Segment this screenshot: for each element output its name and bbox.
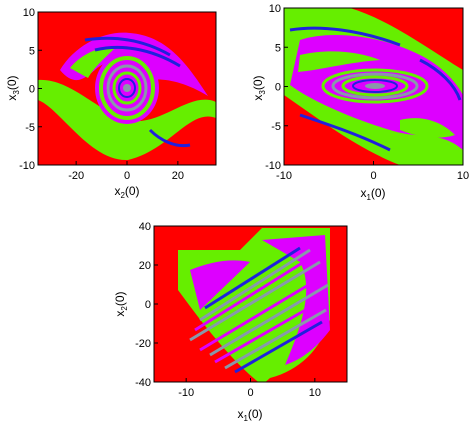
panel-a-spiral-core [95, 52, 159, 124]
panel-b-xtick-label: 10 [457, 170, 469, 182]
panel-c-ylabel: x2(0) [113, 291, 129, 316]
panel-b-green-inner [298, 51, 455, 138]
panel-c-xtick-label: 10 [309, 387, 321, 399]
panel-b-ylabel: x3(0) [251, 75, 267, 100]
panel-b-xtick-label: 0 [370, 170, 376, 182]
panel-c: -10 0 10 -40 -20 0 20 40 x1(0) x2(0) [113, 221, 348, 423]
panel-b-ytick-label: -10 [265, 160, 281, 172]
panel-b: -10 0 10 -10 -5 0 5 10 x1(0) x3(0) [251, 3, 469, 202]
panel-a-ytick-label: 10 [23, 7, 35, 19]
panel-a-ytick-label: 5 [29, 45, 35, 57]
panel-a-xtick-label: 0 [124, 170, 130, 182]
panel-b-ticks: -10 0 10 -10 -5 0 5 10 [265, 3, 469, 182]
panel-c-magenta-left [190, 260, 250, 310]
panel-b-xlabel: x1(0) [360, 186, 385, 202]
panel-a-xtick-label: -20 [68, 170, 84, 182]
panel-b-xtick-label: -10 [276, 170, 292, 182]
panel-c-ticks: -10 0 10 -40 -20 0 20 40 [135, 221, 321, 399]
panel-c-plot-area [154, 226, 347, 382]
panel-c-ytick-label: 20 [139, 260, 151, 272]
panel-a-blue-streaks [84, 36, 191, 148]
panel-c-xtick-label: -10 [178, 387, 194, 399]
panel-c-ytick-label: 0 [145, 299, 151, 311]
panel-b-blue-streaks [289, 26, 462, 152]
panel-c-ytick-label: -40 [135, 377, 151, 389]
panel-c-xtick-label: 0 [247, 387, 253, 399]
panel-a-ylabel: x3(0) [5, 75, 21, 100]
panel-c-ytick-label: 40 [139, 221, 151, 233]
panel-a-xlabel: x2(0) [114, 184, 139, 200]
panel-a-ytick-label: -5 [25, 122, 35, 134]
panel-c-xlabel: x1(0) [237, 407, 262, 423]
panel-b-ytick-label: 5 [275, 42, 281, 54]
panel-a-ytick-label: -10 [19, 160, 35, 172]
panel-c-stripes [189, 246, 329, 374]
panel-b-ytick-label: -5 [271, 121, 281, 133]
panel-a-xtick-label: 20 [172, 170, 184, 182]
panel-a-plot-area [38, 12, 216, 165]
panel-a-green-upper [70, 47, 115, 78]
panel-a-ytick-label: 0 [29, 84, 35, 96]
panel-c-ytick-label: -20 [135, 338, 151, 350]
panel-a-ticks: -20 0 20 -10 -5 0 5 10 [19, 7, 184, 182]
panel-b-ytick-label: 0 [275, 82, 281, 94]
panel-b-ytick-label: 10 [269, 3, 281, 15]
panel-b-plot-area [284, 8, 463, 165]
panel-a: -20 0 20 -10 -5 0 5 10 x2(0) x3(0) [5, 7, 217, 200]
panel-b-spiral-core [315, 66, 435, 106]
